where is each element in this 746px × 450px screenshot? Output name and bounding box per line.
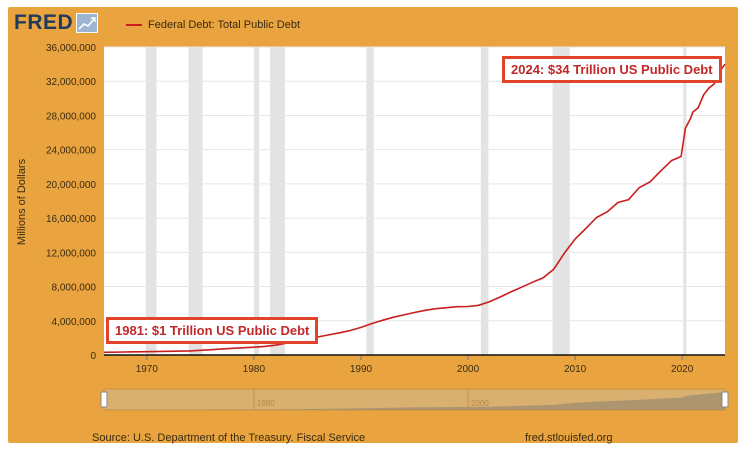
range-navigator[interactable]: 1980 2000 bbox=[100, 388, 729, 411]
recession-band bbox=[269, 47, 285, 355]
recession-band bbox=[253, 47, 260, 355]
y-tick-label: 24,000,000 bbox=[46, 146, 96, 157]
navigator-handle[interactable] bbox=[721, 391, 729, 408]
source-note: Source: U.S. Department of the Treasury.… bbox=[92, 432, 366, 444]
navigator-tick-label: 1980 bbox=[257, 399, 275, 408]
x-tick-label: 1980 bbox=[243, 364, 266, 375]
recession-bands bbox=[145, 47, 687, 355]
recession-band bbox=[188, 47, 203, 355]
x-tick-label: 2020 bbox=[671, 364, 694, 375]
series-layer bbox=[103, 63, 726, 354]
x-tick-label: 1970 bbox=[136, 364, 159, 375]
y-tick-label: 32,000,000 bbox=[46, 77, 96, 88]
y-axis-label: Millions of Dollars bbox=[16, 158, 28, 245]
y-tick-label: 0 bbox=[90, 351, 96, 362]
navigator-tick-label: 2000 bbox=[471, 399, 489, 408]
legend-swatch bbox=[126, 24, 142, 26]
legend: Federal Debt: Total Public Debt bbox=[126, 19, 300, 31]
x-tick-label: 2010 bbox=[564, 364, 587, 375]
axes: 0 4,000,000 8,000,000 12,000,000 16,000,000 2… bbox=[46, 43, 725, 375]
series-line bbox=[103, 63, 726, 354]
annotation-2024: 2024: $34 Trillion US Public Debt bbox=[502, 56, 722, 83]
recession-band bbox=[145, 47, 157, 355]
y-tick-label: 36,000,000 bbox=[46, 43, 96, 54]
fred-logo[interactable]: FRED bbox=[14, 11, 99, 35]
y-tick-label: 12,000,000 bbox=[46, 248, 96, 259]
y-tick-label: 4,000,000 bbox=[52, 317, 97, 328]
x-tick-label: 1990 bbox=[350, 364, 373, 375]
site-url[interactable]: fred.stlouisfed.org bbox=[525, 432, 613, 444]
recession-band bbox=[480, 47, 489, 355]
navigator-handle[interactable] bbox=[100, 391, 108, 408]
y-tick-label: 20,000,000 bbox=[46, 180, 96, 191]
recession-band bbox=[683, 47, 687, 355]
y-tick-label: 8,000,000 bbox=[52, 283, 97, 294]
recession-band bbox=[366, 47, 374, 355]
trend-graph-icon bbox=[76, 13, 99, 33]
annotation-1981: 1981: $1 Trillion US Public Debt bbox=[106, 317, 319, 344]
y-tick-label: 16,000,000 bbox=[46, 214, 96, 225]
fred-logo-text: FRED bbox=[14, 11, 74, 34]
legend-label: Federal Debt: Total Public Debt bbox=[148, 19, 301, 31]
y-tick-label: 28,000,000 bbox=[46, 111, 96, 122]
recession-band bbox=[552, 47, 570, 355]
x-tick-label: 2000 bbox=[457, 364, 480, 375]
navigator-series bbox=[104, 392, 725, 410]
